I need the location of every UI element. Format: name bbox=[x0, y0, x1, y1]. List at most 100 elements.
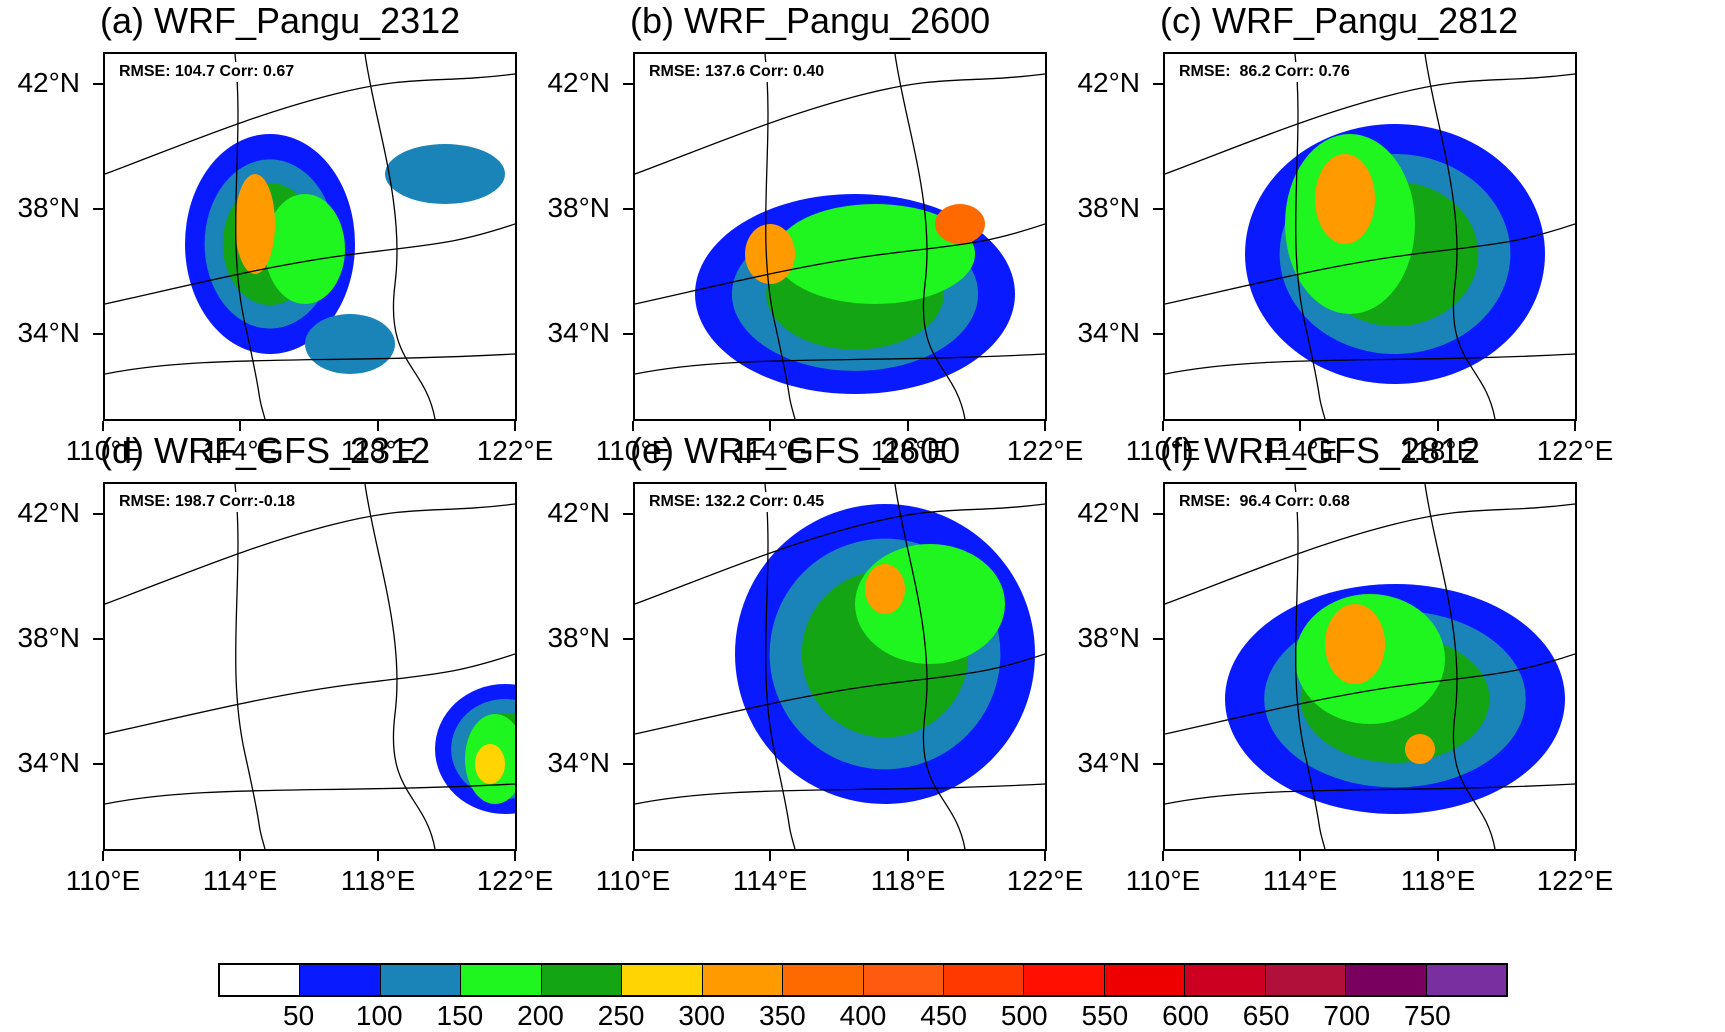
lon-tick bbox=[1437, 851, 1439, 861]
colorbar-cell bbox=[702, 965, 784, 995]
lon-tick bbox=[1299, 851, 1301, 861]
lon-tick bbox=[514, 421, 516, 431]
precip-area bbox=[865, 564, 905, 614]
colorbar-cell bbox=[1024, 965, 1105, 995]
lat-label: 42°N bbox=[1077, 67, 1140, 98]
lon-tick bbox=[632, 421, 634, 431]
province-border bbox=[1165, 223, 1575, 305]
lat-tick bbox=[1153, 333, 1163, 335]
lat-tick bbox=[623, 83, 633, 85]
panel-f: (f) WRF_GFS_2812 RMSE: 96.4 Corr: 0.68 42°… bbox=[1060, 430, 1620, 900]
colorbar-label: 350 bbox=[759, 1000, 806, 1031]
precip-area bbox=[305, 314, 395, 374]
province-border bbox=[234, 54, 266, 419]
province-border bbox=[1294, 484, 1326, 849]
lat-tick bbox=[1153, 83, 1163, 85]
lon-tick bbox=[377, 421, 379, 431]
province-border bbox=[894, 484, 966, 849]
colorbar-label: 550 bbox=[1081, 1000, 1129, 1031]
lon-label: 110°E bbox=[1125, 865, 1201, 896]
panel-b: (b) WRF_Pangu_2600 RMSE: 137.6 Corr: 0.40… bbox=[530, 0, 1090, 470]
colorbar-label: 400 bbox=[839, 1000, 887, 1031]
lon-tick bbox=[1574, 851, 1576, 861]
lon-label: 114°E bbox=[1262, 435, 1338, 466]
rmse-corr-label: RMSE: 132.2 Corr: 0.45 bbox=[645, 492, 829, 512]
province-border bbox=[1424, 54, 1496, 419]
lat-tick bbox=[1153, 763, 1163, 765]
lon-tick bbox=[1162, 851, 1164, 861]
lat-label: 38°N bbox=[1077, 192, 1140, 223]
lat-tick bbox=[1153, 638, 1163, 640]
colorbar-label: 200 bbox=[517, 1000, 564, 1031]
province-border bbox=[1424, 484, 1496, 849]
rmse-corr-label: RMSE: 96.4 Corr: 0.68 bbox=[1175, 492, 1354, 512]
province-border bbox=[105, 653, 515, 735]
colorbar-label: 650 bbox=[1242, 1000, 1290, 1031]
panel-title: (f) WRF_GFS_2812 bbox=[1160, 430, 1481, 471]
lon-label: 118°E bbox=[1400, 865, 1476, 896]
lat-tick bbox=[623, 208, 633, 210]
panel-d: (d) WRF_GFS_2312 RMSE: 198.7 Corr:-0.18 42… bbox=[0, 430, 560, 900]
colorbar-label: 450 bbox=[920, 1000, 967, 1031]
precipitation-map bbox=[105, 484, 515, 849]
precip-area bbox=[265, 194, 345, 304]
lat-tick bbox=[623, 638, 633, 640]
rmse-corr-label: RMSE: 86.2 Corr: 0.76 bbox=[1175, 62, 1354, 82]
province-border bbox=[364, 484, 436, 849]
lon-label: 118°E bbox=[870, 435, 946, 466]
map-frame: RMSE: 132.2 Corr: 0.45 bbox=[633, 482, 1047, 851]
precip-area bbox=[1315, 154, 1375, 244]
precip-area bbox=[935, 204, 985, 244]
lon-label: 114°E bbox=[202, 435, 278, 466]
colorbar-label: 300 bbox=[678, 1000, 726, 1031]
lat-tick bbox=[623, 763, 633, 765]
lat-label: 34°N bbox=[1077, 747, 1140, 778]
colorbar-cell bbox=[622, 965, 703, 995]
colorbar-label: 750 bbox=[1404, 1000, 1451, 1031]
lon-label: 114°E bbox=[732, 865, 808, 896]
precip-area bbox=[745, 224, 795, 284]
lat-label: 34°N bbox=[547, 317, 610, 348]
province-border bbox=[764, 484, 796, 849]
colorbar-cell bbox=[300, 965, 381, 995]
lon-tick bbox=[1044, 421, 1046, 431]
map-frame: RMSE: 104.7 Corr: 0.67 bbox=[103, 52, 517, 421]
province-border bbox=[1294, 54, 1326, 419]
lat-label: 38°N bbox=[17, 192, 80, 223]
province-border bbox=[234, 484, 266, 849]
rmse-corr-label: RMSE: 137.6 Corr: 0.40 bbox=[645, 62, 829, 82]
province-border bbox=[635, 353, 1045, 375]
lat-label: 34°N bbox=[17, 317, 80, 348]
colorbar-cell bbox=[380, 965, 462, 995]
panel-a: (a) WRF_Pangu_2312 RMSE: 104.7 Corr: 0.67… bbox=[0, 0, 560, 470]
province-border bbox=[1165, 73, 1575, 175]
colorbar-cell bbox=[1426, 965, 1506, 995]
colorbar-label: 500 bbox=[1000, 1000, 1048, 1031]
map-frame: RMSE: 137.6 Corr: 0.40 bbox=[633, 52, 1047, 421]
lon-label: 110°E bbox=[595, 865, 671, 896]
lon-label: 122°E bbox=[476, 865, 554, 896]
precipitation-map bbox=[105, 54, 515, 419]
lat-label: 38°N bbox=[547, 622, 610, 653]
lon-label: 122°E bbox=[1006, 865, 1084, 896]
lat-label: 42°N bbox=[17, 497, 80, 528]
lon-label: 118°E bbox=[870, 865, 946, 896]
rmse-corr-label: RMSE: 104.7 Corr: 0.67 bbox=[115, 62, 299, 82]
lon-label: 118°E bbox=[340, 865, 416, 896]
lon-tick bbox=[102, 851, 104, 861]
panel-c: (c) WRF_Pangu_2812 RMSE: 86.2 Corr: 0.76 4… bbox=[1060, 0, 1620, 470]
province-border bbox=[105, 783, 515, 805]
precip-area bbox=[475, 744, 505, 784]
panel-e: (e) WRF_GFS_2600 RMSE: 132.2 Corr: 0.45 42… bbox=[530, 430, 1090, 900]
province-border bbox=[1165, 353, 1575, 375]
lon-tick bbox=[1574, 421, 1576, 431]
lon-label: 122°E bbox=[1536, 435, 1614, 466]
lon-tick bbox=[907, 851, 909, 861]
lon-label: 114°E bbox=[1262, 865, 1338, 896]
province-border bbox=[105, 353, 515, 375]
precipitation-map bbox=[1165, 54, 1575, 419]
colorbar-cell bbox=[943, 965, 1025, 995]
colorbar-label: 600 bbox=[1162, 1000, 1209, 1031]
lon-tick bbox=[632, 851, 634, 861]
lon-tick bbox=[1437, 421, 1439, 431]
